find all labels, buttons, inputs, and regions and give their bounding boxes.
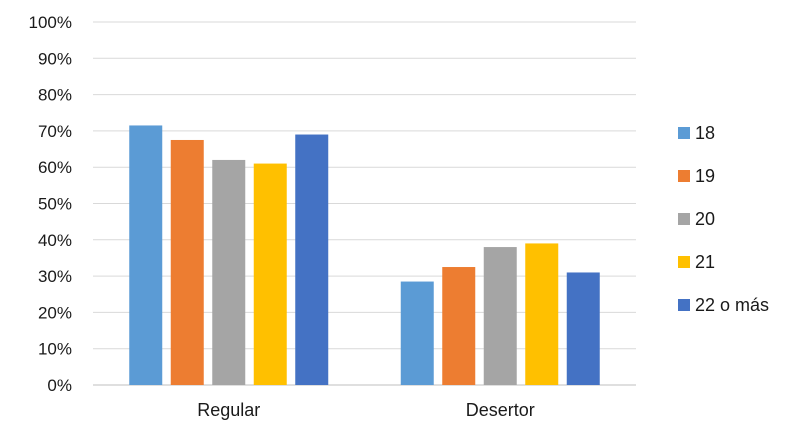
y-tick-label: 30% [38, 267, 72, 286]
y-tick-label: 60% [38, 158, 72, 177]
legend-label: 18 [695, 123, 715, 143]
legend-label: 22 o más [695, 295, 769, 315]
y-tick-label: 90% [38, 49, 72, 68]
bar-19-regular [170, 139, 204, 385]
bar-18-desertor [400, 281, 434, 385]
legend-swatch [678, 213, 690, 225]
y-tick-label: 0% [47, 376, 72, 395]
bar-22-o-mas-regular [295, 134, 329, 385]
legend-label: 20 [695, 209, 715, 229]
bar-21-desertor [525, 243, 559, 385]
legend: 18 19 20 21 22 o más [678, 123, 769, 315]
y-tick-label: 100% [29, 13, 72, 32]
y-axis-ticks: 0% 10% 20% 30% 40% 50% 60% 70% 80% 90% 100% [29, 13, 72, 395]
bar-18-regular [129, 125, 163, 385]
y-tick-label: 80% [38, 86, 72, 105]
legend-label: 21 [695, 252, 715, 272]
bar-20-desertor [483, 247, 517, 385]
x-category-label: Regular [197, 400, 260, 420]
legend-label: 19 [695, 166, 715, 186]
y-tick-label: 70% [38, 122, 72, 141]
bar-19-desertor [442, 267, 476, 385]
y-tick-label: 40% [38, 231, 72, 250]
bar-20-regular [212, 159, 246, 385]
y-tick-label: 20% [38, 303, 72, 322]
y-tick-label: 50% [38, 195, 72, 214]
legend-swatch [678, 170, 690, 182]
bar-22-o-mas-desertor [566, 272, 600, 385]
legend-swatch [678, 127, 690, 139]
x-axis-labels: Regular Desertor [197, 400, 535, 420]
bar-21-regular [253, 163, 287, 385]
x-category-label: Desertor [466, 400, 535, 420]
bars [129, 125, 600, 385]
legend-swatch [678, 256, 690, 268]
legend-swatch [678, 299, 690, 311]
y-tick-label: 10% [38, 340, 72, 359]
